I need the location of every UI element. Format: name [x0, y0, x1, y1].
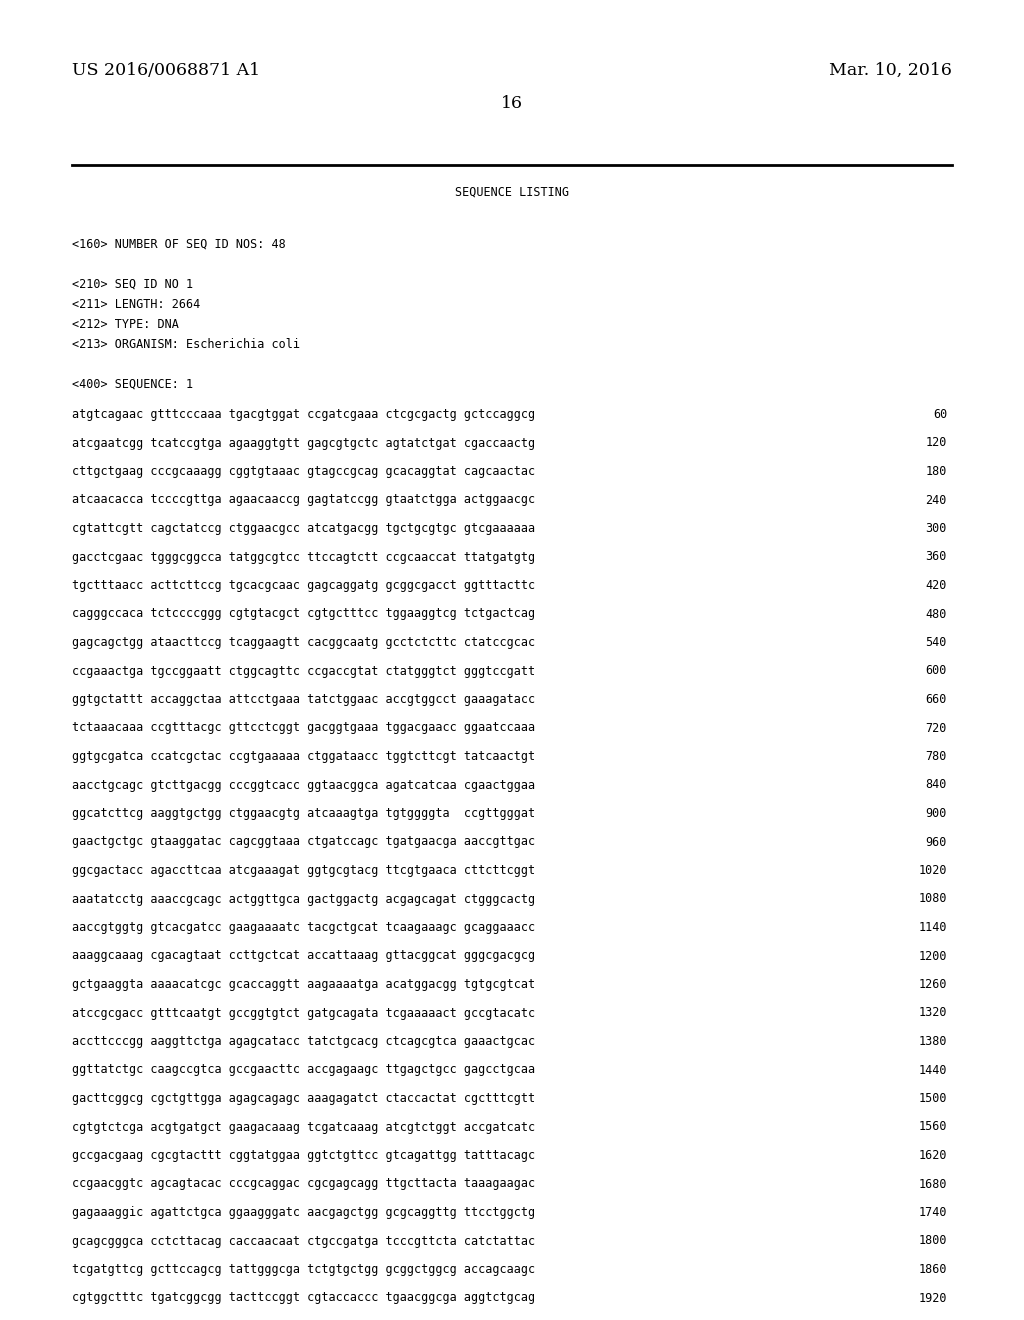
Text: atcgaatcgg tcatccgtga agaaggtgtt gagcgtgctc agtatctgat cgaccaactg: atcgaatcgg tcatccgtga agaaggtgtt gagcgtg… [72, 437, 536, 450]
Text: ggttatctgc caagccgtca gccgaacttc accgagaagc ttgagctgcc gagcctgcaa: ggttatctgc caagccgtca gccgaacttc accgaga… [72, 1064, 536, 1077]
Text: 1140: 1140 [919, 921, 947, 935]
Text: 1260: 1260 [919, 978, 947, 991]
Text: 16: 16 [501, 95, 523, 112]
Text: cagggccaca tctccccggg cgtgtacgct cgtgctttcc tggaaggtcg tctgactcag: cagggccaca tctccccggg cgtgtacgct cgtgctt… [72, 607, 536, 620]
Text: <211> LENGTH: 2664: <211> LENGTH: 2664 [72, 298, 201, 312]
Text: 120: 120 [926, 437, 947, 450]
Text: <213> ORGANISM: Escherichia coli: <213> ORGANISM: Escherichia coli [72, 338, 300, 351]
Text: 600: 600 [926, 664, 947, 677]
Text: ccgaacggtc agcagtacac cccgcaggac cgcgagcagg ttgcttacta taaagaagac: ccgaacggtc agcagtacac cccgcaggac cgcgagc… [72, 1177, 536, 1191]
Text: aaatatcctg aaaccgcagc actggttgca gactggactg acgagcagat ctgggcactg: aaatatcctg aaaccgcagc actggttgca gactgga… [72, 892, 536, 906]
Text: 1500: 1500 [919, 1092, 947, 1105]
Text: 240: 240 [926, 494, 947, 507]
Text: SEQUENCE LISTING: SEQUENCE LISTING [455, 186, 569, 199]
Text: <400> SEQUENCE: 1: <400> SEQUENCE: 1 [72, 378, 194, 391]
Text: atcaacacca tccccgttga agaacaaccg gagtatccgg gtaatctgga actggaacgc: atcaacacca tccccgttga agaacaaccg gagtatc… [72, 494, 536, 507]
Text: tcgatgttcg gcttccagcg tattgggcga tctgtgctgg gcggctggcg accagcaagc: tcgatgttcg gcttccagcg tattgggcga tctgtgc… [72, 1263, 536, 1276]
Text: 1200: 1200 [919, 949, 947, 962]
Text: 1380: 1380 [919, 1035, 947, 1048]
Text: cgtattcgtt cagctatccg ctggaacgcc atcatgacgg tgctgcgtgc gtcgaaaaaa: cgtattcgtt cagctatccg ctggaacgcc atcatga… [72, 521, 536, 535]
Text: 1800: 1800 [919, 1234, 947, 1247]
Text: <210> SEQ ID NO 1: <210> SEQ ID NO 1 [72, 279, 194, 290]
Text: gagaaaggic agattctgca ggaagggatc aacgagctgg gcgcaggttg ttcctggctg: gagaaaggic agattctgca ggaagggatc aacgagc… [72, 1206, 536, 1218]
Text: ggtgctattt accaggctaa attcctgaaa tatctggaac accgtggcct gaaagatacc: ggtgctattt accaggctaa attcctgaaa tatctgg… [72, 693, 536, 706]
Text: aacctgcagc gtcttgacgg cccggtcacc ggtaacggca agatcatcaa cgaactggaa: aacctgcagc gtcttgacgg cccggtcacc ggtaacg… [72, 779, 536, 792]
Text: gcagcgggca cctcttacag caccaacaat ctgccgatga tcccgttcta catctattac: gcagcgggca cctcttacag caccaacaat ctgccga… [72, 1234, 536, 1247]
Text: gacctcgaac tgggcggcca tatggcgtcc ttccagtctt ccgcaaccat ttatgatgtg: gacctcgaac tgggcggcca tatggcgtcc ttccagt… [72, 550, 536, 564]
Text: cgtggctttc tgatcggcgg tacttccggt cgtaccaccc tgaacggcga aggtctgcag: cgtggctttc tgatcggcgg tacttccggt cgtacca… [72, 1291, 536, 1304]
Text: ggcgactacc agaccttcaa atcgaaagat ggtgcgtacg ttcgtgaaca cttcttcggt: ggcgactacc agaccttcaa atcgaaagat ggtgcgt… [72, 865, 536, 876]
Text: tctaaacaaa ccgtttacgc gttcctcggt gacggtgaaa tggacgaacc ggaatccaaa: tctaaacaaa ccgtttacgc gttcctcggt gacggtg… [72, 722, 536, 734]
Text: 180: 180 [926, 465, 947, 478]
Text: accttcccgg aaggttctga agagcatacc tatctgcacg ctcagcgtca gaaactgcac: accttcccgg aaggttctga agagcatacc tatctgc… [72, 1035, 536, 1048]
Text: atccgcgacc gtttcaatgt gccggtgtct gatgcagata tcgaaaaact gccgtacatc: atccgcgacc gtttcaatgt gccggtgtct gatgcag… [72, 1006, 536, 1019]
Text: 780: 780 [926, 750, 947, 763]
Text: 900: 900 [926, 807, 947, 820]
Text: ggcatcttcg aaggtgctgg ctggaacgtg atcaaagtga tgtggggta  ccgttgggat: ggcatcttcg aaggtgctgg ctggaacgtg atcaaag… [72, 807, 536, 820]
Text: 1740: 1740 [919, 1206, 947, 1218]
Text: ccgaaactga tgccggaatt ctggcagttc ccgaccgtat ctatgggtct gggtccgatt: ccgaaactga tgccggaatt ctggcagttc ccgaccg… [72, 664, 536, 677]
Text: 1320: 1320 [919, 1006, 947, 1019]
Text: 300: 300 [926, 521, 947, 535]
Text: cgtgtctcga acgtgatgct gaagacaaag tcgatcaaag atcgtctggt accgatcatc: cgtgtctcga acgtgatgct gaagacaaag tcgatca… [72, 1121, 536, 1134]
Text: 60: 60 [933, 408, 947, 421]
Text: 360: 360 [926, 550, 947, 564]
Text: 1920: 1920 [919, 1291, 947, 1304]
Text: 1680: 1680 [919, 1177, 947, 1191]
Text: 1080: 1080 [919, 892, 947, 906]
Text: aaccgtggtg gtcacgatcc gaagaaaatc tacgctgcat tcaagaaagc gcaggaaacc: aaccgtggtg gtcacgatcc gaagaaaatc tacgctg… [72, 921, 536, 935]
Text: 480: 480 [926, 607, 947, 620]
Text: US 2016/0068871 A1: US 2016/0068871 A1 [72, 62, 260, 79]
Text: 1020: 1020 [919, 865, 947, 876]
Text: Mar. 10, 2016: Mar. 10, 2016 [829, 62, 952, 79]
Text: cttgctgaag cccgcaaagg cggtgtaaac gtagccgcag gcacaggtat cagcaactac: cttgctgaag cccgcaaagg cggtgtaaac gtagccg… [72, 465, 536, 478]
Text: 1620: 1620 [919, 1148, 947, 1162]
Text: 1860: 1860 [919, 1263, 947, 1276]
Text: ggtgcgatca ccatcgctac ccgtgaaaaa ctggataacc tggtcttcgt tatcaactgt: ggtgcgatca ccatcgctac ccgtgaaaaa ctggata… [72, 750, 536, 763]
Text: aaaggcaaag cgacagtaat ccttgctcat accattaaag gttacggcat gggcgacgcg: aaaggcaaag cgacagtaat ccttgctcat accatta… [72, 949, 536, 962]
Text: <212> TYPE: DNA: <212> TYPE: DNA [72, 318, 179, 331]
Text: gagcagctgg ataacttccg tcaggaagtt cacggcaatg gcctctcttc ctatccgcac: gagcagctgg ataacttccg tcaggaagtt cacggca… [72, 636, 536, 649]
Text: 420: 420 [926, 579, 947, 591]
Text: gacttcggcg cgctgttgga agagcagagc aaagagatct ctaccactat cgctttcgtt: gacttcggcg cgctgttgga agagcagagc aaagaga… [72, 1092, 536, 1105]
Text: gaactgctgc gtaaggatac cagcggtaaa ctgatccagc tgatgaacga aaccgttgac: gaactgctgc gtaaggatac cagcggtaaa ctgatcc… [72, 836, 536, 849]
Text: 1560: 1560 [919, 1121, 947, 1134]
Text: tgctttaacc acttcttccg tgcacgcaac gagcaggatg gcggcgacct ggtttacttc: tgctttaacc acttcttccg tgcacgcaac gagcagg… [72, 579, 536, 591]
Text: 660: 660 [926, 693, 947, 706]
Text: 960: 960 [926, 836, 947, 849]
Text: 540: 540 [926, 636, 947, 649]
Text: gctgaaggta aaaacatcgc gcaccaggtt aagaaaatga acatggacgg tgtgcgtcat: gctgaaggta aaaacatcgc gcaccaggtt aagaaaa… [72, 978, 536, 991]
Text: 1440: 1440 [919, 1064, 947, 1077]
Text: atgtcagaac gtttcccaaa tgacgtggat ccgatcgaaa ctcgcgactg gctccaggcg: atgtcagaac gtttcccaaa tgacgtggat ccgatcg… [72, 408, 536, 421]
Text: <160> NUMBER OF SEQ ID NOS: 48: <160> NUMBER OF SEQ ID NOS: 48 [72, 238, 286, 251]
Text: gccgacgaag cgcgtacttt cggtatggaa ggtctgttcc gtcagattgg tatttacagc: gccgacgaag cgcgtacttt cggtatggaa ggtctgt… [72, 1148, 536, 1162]
Text: 840: 840 [926, 779, 947, 792]
Text: 720: 720 [926, 722, 947, 734]
